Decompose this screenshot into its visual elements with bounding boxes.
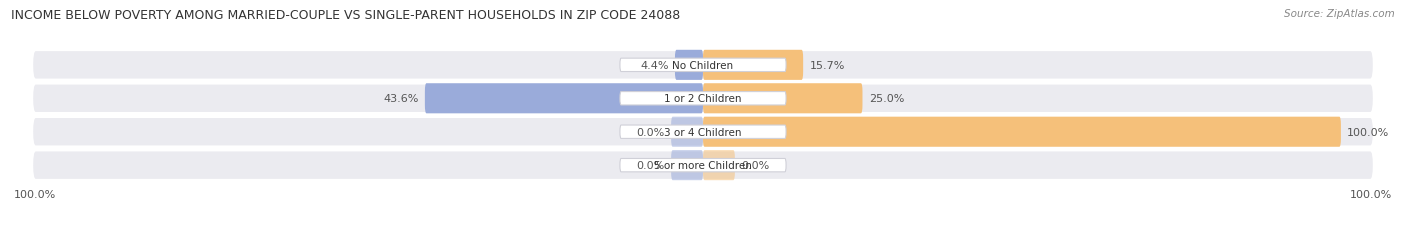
- FancyBboxPatch shape: [34, 152, 1372, 179]
- FancyBboxPatch shape: [703, 150, 735, 180]
- Text: 43.6%: 43.6%: [382, 94, 419, 104]
- Text: 0.0%: 0.0%: [741, 161, 769, 170]
- Text: 1 or 2 Children: 1 or 2 Children: [664, 94, 742, 104]
- Text: 100.0%: 100.0%: [14, 189, 56, 199]
- FancyBboxPatch shape: [671, 150, 703, 180]
- FancyBboxPatch shape: [620, 125, 786, 139]
- Text: 3 or 4 Children: 3 or 4 Children: [664, 127, 742, 137]
- Text: 4.4%: 4.4%: [640, 61, 669, 70]
- FancyBboxPatch shape: [671, 117, 703, 147]
- FancyBboxPatch shape: [703, 51, 803, 81]
- FancyBboxPatch shape: [425, 84, 703, 114]
- FancyBboxPatch shape: [703, 117, 1341, 147]
- Text: 0.0%: 0.0%: [637, 161, 665, 170]
- FancyBboxPatch shape: [34, 85, 1372, 112]
- Text: Source: ZipAtlas.com: Source: ZipAtlas.com: [1284, 9, 1395, 19]
- Text: 25.0%: 25.0%: [869, 94, 904, 104]
- FancyBboxPatch shape: [620, 92, 786, 106]
- Text: 0.0%: 0.0%: [637, 127, 665, 137]
- FancyBboxPatch shape: [703, 84, 862, 114]
- Text: 15.7%: 15.7%: [810, 61, 845, 70]
- Text: 100.0%: 100.0%: [1350, 189, 1392, 199]
- FancyBboxPatch shape: [675, 51, 703, 81]
- Text: 100.0%: 100.0%: [1347, 127, 1389, 137]
- FancyBboxPatch shape: [620, 59, 786, 72]
- Text: INCOME BELOW POVERTY AMONG MARRIED-COUPLE VS SINGLE-PARENT HOUSEHOLDS IN ZIP COD: INCOME BELOW POVERTY AMONG MARRIED-COUPL…: [11, 9, 681, 22]
- FancyBboxPatch shape: [620, 159, 786, 172]
- FancyBboxPatch shape: [34, 119, 1372, 146]
- Text: 5 or more Children: 5 or more Children: [654, 161, 752, 170]
- Text: No Children: No Children: [672, 61, 734, 70]
- FancyBboxPatch shape: [34, 52, 1372, 79]
